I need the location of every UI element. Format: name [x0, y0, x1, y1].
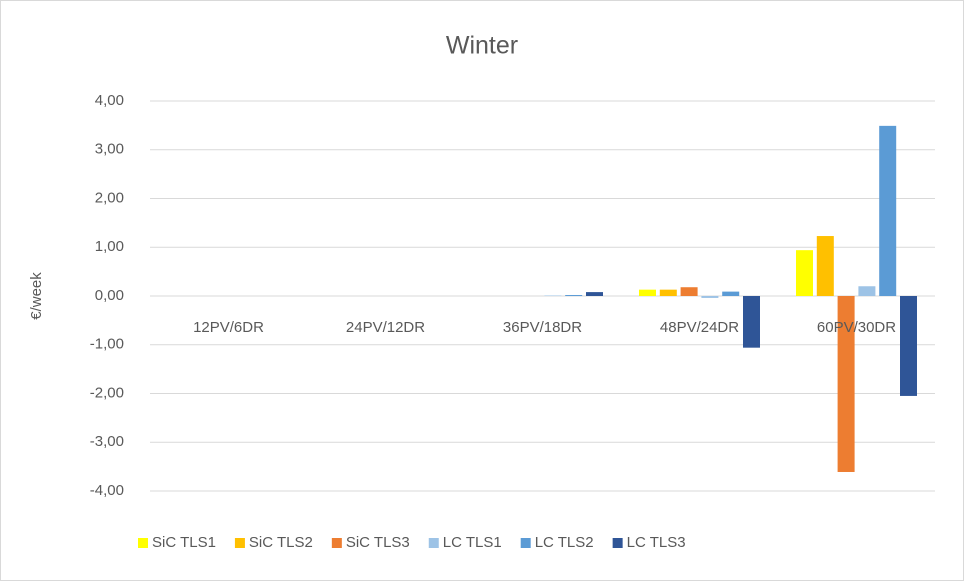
bar	[816, 236, 834, 296]
bar	[659, 289, 677, 296]
x-tick-label: 24PV/12DR	[346, 319, 425, 336]
legend-label: SiC TLS1	[152, 534, 216, 551]
y-tick-label: 1,00	[95, 238, 124, 255]
legend-label: LC TLS1	[443, 534, 502, 551]
x-tick-label: 36PV/18DR	[503, 319, 582, 336]
legend-label: SiC TLS2	[249, 534, 313, 551]
bar	[858, 286, 876, 296]
y-tick-label: 0,00	[95, 287, 124, 304]
y-tick-label: 2,00	[95, 189, 124, 206]
y-tick-label: -2,00	[90, 384, 124, 401]
y-tick-label: -4,00	[90, 482, 124, 499]
legend-label: LC TLS2	[535, 534, 594, 551]
y-tick-label: 3,00	[95, 141, 124, 158]
x-tick-label: 12PV/6DR	[193, 319, 264, 336]
legend-swatch	[428, 538, 439, 548]
bar	[586, 292, 603, 296]
bar	[796, 250, 813, 296]
bar	[722, 291, 740, 296]
x-tick-label: 60PV/30DR	[817, 319, 896, 336]
legend-label: SiC TLS3	[346, 534, 410, 551]
legend-label: LC TLS3	[627, 534, 686, 551]
bar	[879, 125, 897, 296]
legend-swatch	[331, 538, 342, 548]
bar	[565, 295, 583, 296]
bar	[639, 289, 656, 296]
x-tick-label: 48PV/24DR	[660, 319, 739, 336]
bar	[900, 296, 917, 396]
bar	[701, 296, 719, 298]
bar	[680, 287, 698, 296]
bar	[837, 296, 855, 472]
legend-swatch	[234, 538, 245, 548]
legend-swatch	[520, 538, 531, 548]
y-tick-label: -3,00	[90, 433, 124, 450]
y-axis-label: €/week	[28, 272, 45, 320]
y-tick-label: -1,00	[90, 336, 124, 353]
bar	[743, 296, 760, 348]
legend-swatch	[612, 538, 623, 548]
chart-title: Winter	[446, 32, 518, 60]
y-tick-label: 4,00	[95, 92, 124, 109]
legend-swatch	[138, 538, 148, 548]
